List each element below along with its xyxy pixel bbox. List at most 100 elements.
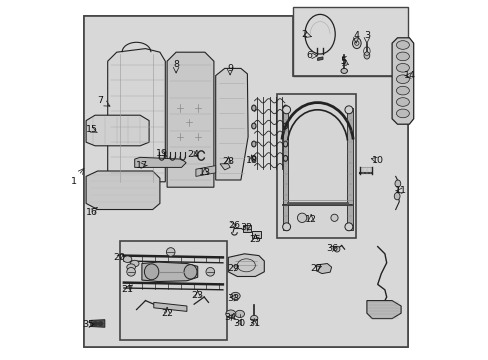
Text: 34: 34 (224, 313, 236, 322)
Polygon shape (215, 68, 247, 180)
Text: 28: 28 (222, 157, 234, 166)
Ellipse shape (340, 68, 347, 73)
Ellipse shape (396, 41, 408, 49)
Circle shape (297, 213, 306, 222)
Polygon shape (91, 320, 104, 327)
Polygon shape (391, 38, 413, 124)
Text: 36: 36 (326, 244, 338, 253)
Circle shape (333, 246, 339, 252)
Text: 12: 12 (305, 215, 316, 224)
Ellipse shape (230, 292, 240, 300)
Text: 24: 24 (187, 150, 199, 158)
Polygon shape (316, 264, 331, 274)
Ellipse shape (283, 123, 287, 129)
Circle shape (166, 248, 175, 256)
Ellipse shape (251, 156, 256, 161)
Text: 13: 13 (199, 168, 210, 177)
Text: 1: 1 (70, 177, 76, 186)
Polygon shape (84, 16, 407, 347)
Text: 6: 6 (305, 51, 312, 60)
Polygon shape (243, 225, 250, 232)
Text: 16: 16 (85, 208, 97, 217)
Ellipse shape (283, 105, 287, 111)
Polygon shape (366, 301, 400, 319)
Polygon shape (346, 108, 352, 230)
Circle shape (330, 214, 337, 221)
Circle shape (205, 267, 214, 276)
Text: 15: 15 (85, 125, 97, 134)
Circle shape (282, 223, 290, 231)
Text: 33: 33 (226, 294, 239, 302)
Text: 32: 32 (240, 223, 252, 232)
Text: 4: 4 (352, 31, 358, 40)
Ellipse shape (396, 63, 408, 72)
Polygon shape (167, 52, 213, 187)
Ellipse shape (396, 52, 408, 61)
Text: 7: 7 (97, 96, 103, 105)
Text: 31: 31 (247, 320, 260, 328)
Ellipse shape (396, 98, 408, 106)
Ellipse shape (363, 52, 369, 59)
Text: 19: 19 (155, 149, 167, 158)
Text: 30: 30 (233, 320, 244, 328)
Text: 29: 29 (227, 264, 239, 273)
Polygon shape (86, 115, 149, 146)
Polygon shape (86, 18, 406, 346)
Bar (276, 94, 355, 238)
Text: 20: 20 (113, 253, 125, 262)
Circle shape (344, 223, 352, 231)
Polygon shape (317, 57, 322, 60)
Text: 22: 22 (161, 309, 173, 318)
Ellipse shape (251, 141, 256, 147)
Ellipse shape (183, 265, 197, 279)
Text: 17: 17 (136, 161, 147, 170)
Ellipse shape (130, 260, 139, 267)
Text: 8: 8 (173, 60, 179, 69)
Ellipse shape (98, 321, 103, 326)
Polygon shape (134, 157, 186, 167)
Ellipse shape (126, 264, 135, 270)
Text: 11: 11 (394, 186, 407, 195)
Polygon shape (107, 49, 165, 182)
Ellipse shape (144, 264, 159, 280)
Text: 5: 5 (340, 57, 346, 66)
Text: 18: 18 (245, 156, 257, 165)
Bar (292, 7, 407, 76)
Polygon shape (252, 231, 260, 238)
Circle shape (126, 267, 135, 276)
Ellipse shape (393, 193, 399, 200)
Ellipse shape (123, 256, 132, 262)
Text: 3: 3 (363, 31, 369, 40)
Text: 26: 26 (228, 220, 240, 230)
Text: 10: 10 (371, 156, 383, 165)
Polygon shape (86, 171, 160, 210)
Polygon shape (142, 262, 197, 282)
Ellipse shape (251, 105, 256, 111)
Text: 21: 21 (121, 285, 133, 294)
Text: 2: 2 (300, 30, 306, 39)
Polygon shape (228, 254, 264, 276)
Ellipse shape (250, 315, 257, 321)
Polygon shape (282, 108, 287, 230)
Text: 23: 23 (191, 291, 203, 300)
Ellipse shape (235, 310, 244, 318)
Ellipse shape (305, 14, 335, 54)
Ellipse shape (396, 86, 408, 95)
Text: 35: 35 (82, 320, 95, 329)
Ellipse shape (92, 321, 98, 326)
Text: 27: 27 (310, 264, 322, 273)
Ellipse shape (396, 109, 408, 118)
Polygon shape (153, 302, 186, 311)
Ellipse shape (396, 75, 408, 84)
Circle shape (282, 106, 290, 114)
Text: 25: 25 (249, 235, 261, 244)
Bar (120, 241, 226, 340)
Ellipse shape (283, 156, 287, 161)
Ellipse shape (352, 38, 361, 49)
Text: 9: 9 (226, 64, 233, 73)
Circle shape (344, 106, 352, 114)
Text: 14: 14 (403, 71, 415, 80)
Polygon shape (196, 166, 215, 176)
Ellipse shape (225, 310, 235, 318)
Ellipse shape (251, 123, 256, 129)
